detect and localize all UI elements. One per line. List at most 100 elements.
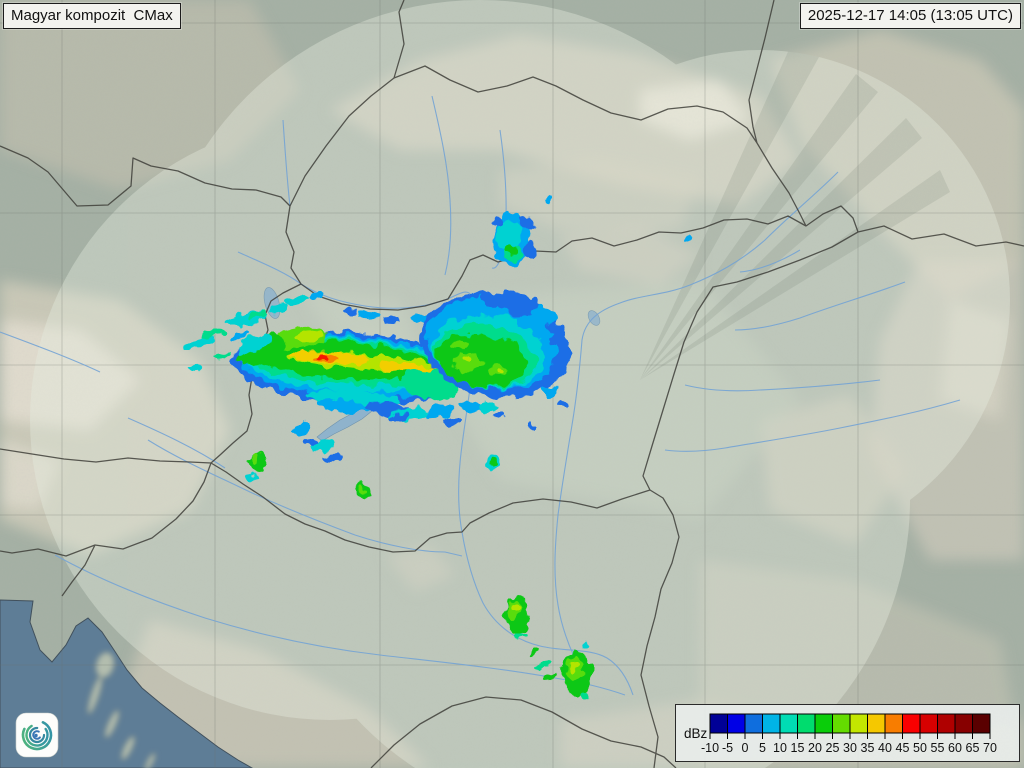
spiral-icon — [21, 719, 53, 751]
legend-unit-label: dBz — [684, 726, 708, 741]
radar-echo-cell — [559, 402, 571, 410]
radar-echo-cell — [461, 357, 473, 363]
radar-echo-cell — [309, 292, 323, 300]
radar-echo-cell — [497, 368, 507, 374]
radar-echo-cell — [382, 316, 400, 324]
river-sava — [54, 554, 626, 696]
radar-echo-cell — [459, 400, 481, 412]
legend-tick-label: 20 — [808, 741, 822, 755]
radar-echo-cell — [495, 221, 521, 251]
legend-tick-label: 35 — [861, 741, 875, 755]
radar-echo-cell — [456, 302, 484, 318]
radar-echo-cell — [525, 243, 537, 259]
radar-echo-cell — [317, 354, 329, 360]
legend-color-cell — [779, 713, 798, 734]
reflectivity-legend: dBz -10 -5 0 5 10 15 20 25 30 35 40 45 50 55 60 65 70 — [675, 704, 1020, 762]
legend-tick-label: -10 — [701, 741, 719, 755]
legend-tick-label: 5 — [759, 741, 766, 755]
radar-echo-cell — [294, 330, 326, 342]
radar-echo-cell — [184, 336, 216, 350]
river-somes — [734, 281, 906, 331]
radar-echo-cell — [230, 331, 250, 343]
legend-tick-label: 0 — [742, 741, 749, 755]
legend-tick-label: 60 — [948, 741, 962, 755]
legend-tick-label: 45 — [896, 741, 910, 755]
river-vah — [431, 95, 452, 276]
legend-tick-label: 30 — [843, 741, 857, 755]
river-enns — [0, 331, 101, 373]
radar-echo-cell — [481, 293, 503, 307]
radar-echo-cell — [511, 602, 519, 612]
legend-tick-label: 70 — [983, 741, 997, 755]
legend-tick-label: 25 — [826, 741, 840, 755]
radar-echo-cell — [489, 461, 497, 467]
radar-echo-cell — [544, 198, 552, 204]
radar-echo-cell — [541, 673, 557, 681]
radar-echo-cell — [251, 452, 261, 464]
legend-color-cell — [832, 713, 851, 734]
radar-echo-cell — [684, 235, 692, 241]
river-bodrog — [739, 249, 801, 273]
radar-echo-cell — [389, 412, 409, 422]
legend-tick-label: 40 — [878, 741, 892, 755]
radar-echo-cell — [505, 245, 517, 255]
legend-tick-label: 55 — [931, 741, 945, 755]
radar-echo-cell — [316, 399, 372, 413]
legend-color-cell — [709, 713, 728, 734]
radar-echo-cell — [547, 334, 565, 346]
radar-echo-cell — [246, 474, 256, 482]
radar-echo-cell — [540, 386, 558, 396]
legend-color-cell — [972, 713, 991, 734]
radar-echo-cell — [356, 311, 380, 321]
radar-echo-cell — [268, 303, 288, 313]
legend-color-cell — [919, 713, 938, 734]
radar-echo-cell — [494, 412, 506, 420]
radar-echo-cell — [343, 308, 357, 314]
radar-echo-cell — [358, 485, 364, 493]
radar-echo-cell — [450, 340, 468, 350]
islands — [87, 651, 156, 768]
legend-color-cell — [762, 713, 781, 734]
river-drava — [147, 439, 463, 557]
product-label: Magyar kompozit CMax — [3, 3, 181, 29]
legend-color-cell — [727, 713, 746, 734]
legend-color-scale: -10 -5 0 5 10 15 20 25 30 35 40 45 50 55 60 65 70 — [701, 713, 997, 755]
radar-echo-cell — [526, 423, 536, 429]
radar-echo-cell — [410, 314, 430, 322]
radar-echo-cell — [493, 217, 505, 227]
met-service-logo — [15, 712, 59, 758]
radar-echo-cell — [515, 633, 525, 641]
radar-echo-cell — [479, 403, 497, 413]
legend-color-cell — [867, 713, 886, 734]
legend-color-cell — [954, 713, 973, 734]
radar-echo-cell — [284, 295, 308, 305]
radar-echo-cell — [289, 424, 311, 436]
legend-tick-label: -5 — [722, 741, 733, 755]
beam-spoke-artifacts — [640, 50, 950, 380]
radar-echo-cell — [303, 437, 317, 445]
legend-color-cell — [902, 713, 921, 734]
radar-echo-cell — [533, 659, 551, 669]
radar-echo-cell — [214, 353, 230, 361]
borders-south — [0, 448, 680, 768]
rivers-layer — [0, 95, 961, 696]
borders-hungary — [210, 205, 1024, 553]
radar-echo-cell — [201, 327, 225, 339]
radar-echo-cell — [530, 306, 556, 324]
legend-color-cell — [937, 713, 956, 734]
radar-echo-cell — [528, 649, 540, 657]
river-mures — [664, 399, 961, 452]
radar-echo-cell — [499, 316, 517, 328]
legend-tick-label: 15 — [791, 741, 805, 755]
legend-color-cell — [884, 713, 903, 734]
borders-north — [0, 0, 807, 285]
radar-echo-layer — [184, 198, 692, 700]
river-morava — [282, 119, 291, 207]
river-tisza — [554, 171, 839, 679]
radar-echo-cell — [324, 453, 342, 463]
radar-echo-cell — [248, 311, 268, 319]
river-mura — [127, 417, 226, 469]
legend-color-cell — [814, 713, 833, 734]
